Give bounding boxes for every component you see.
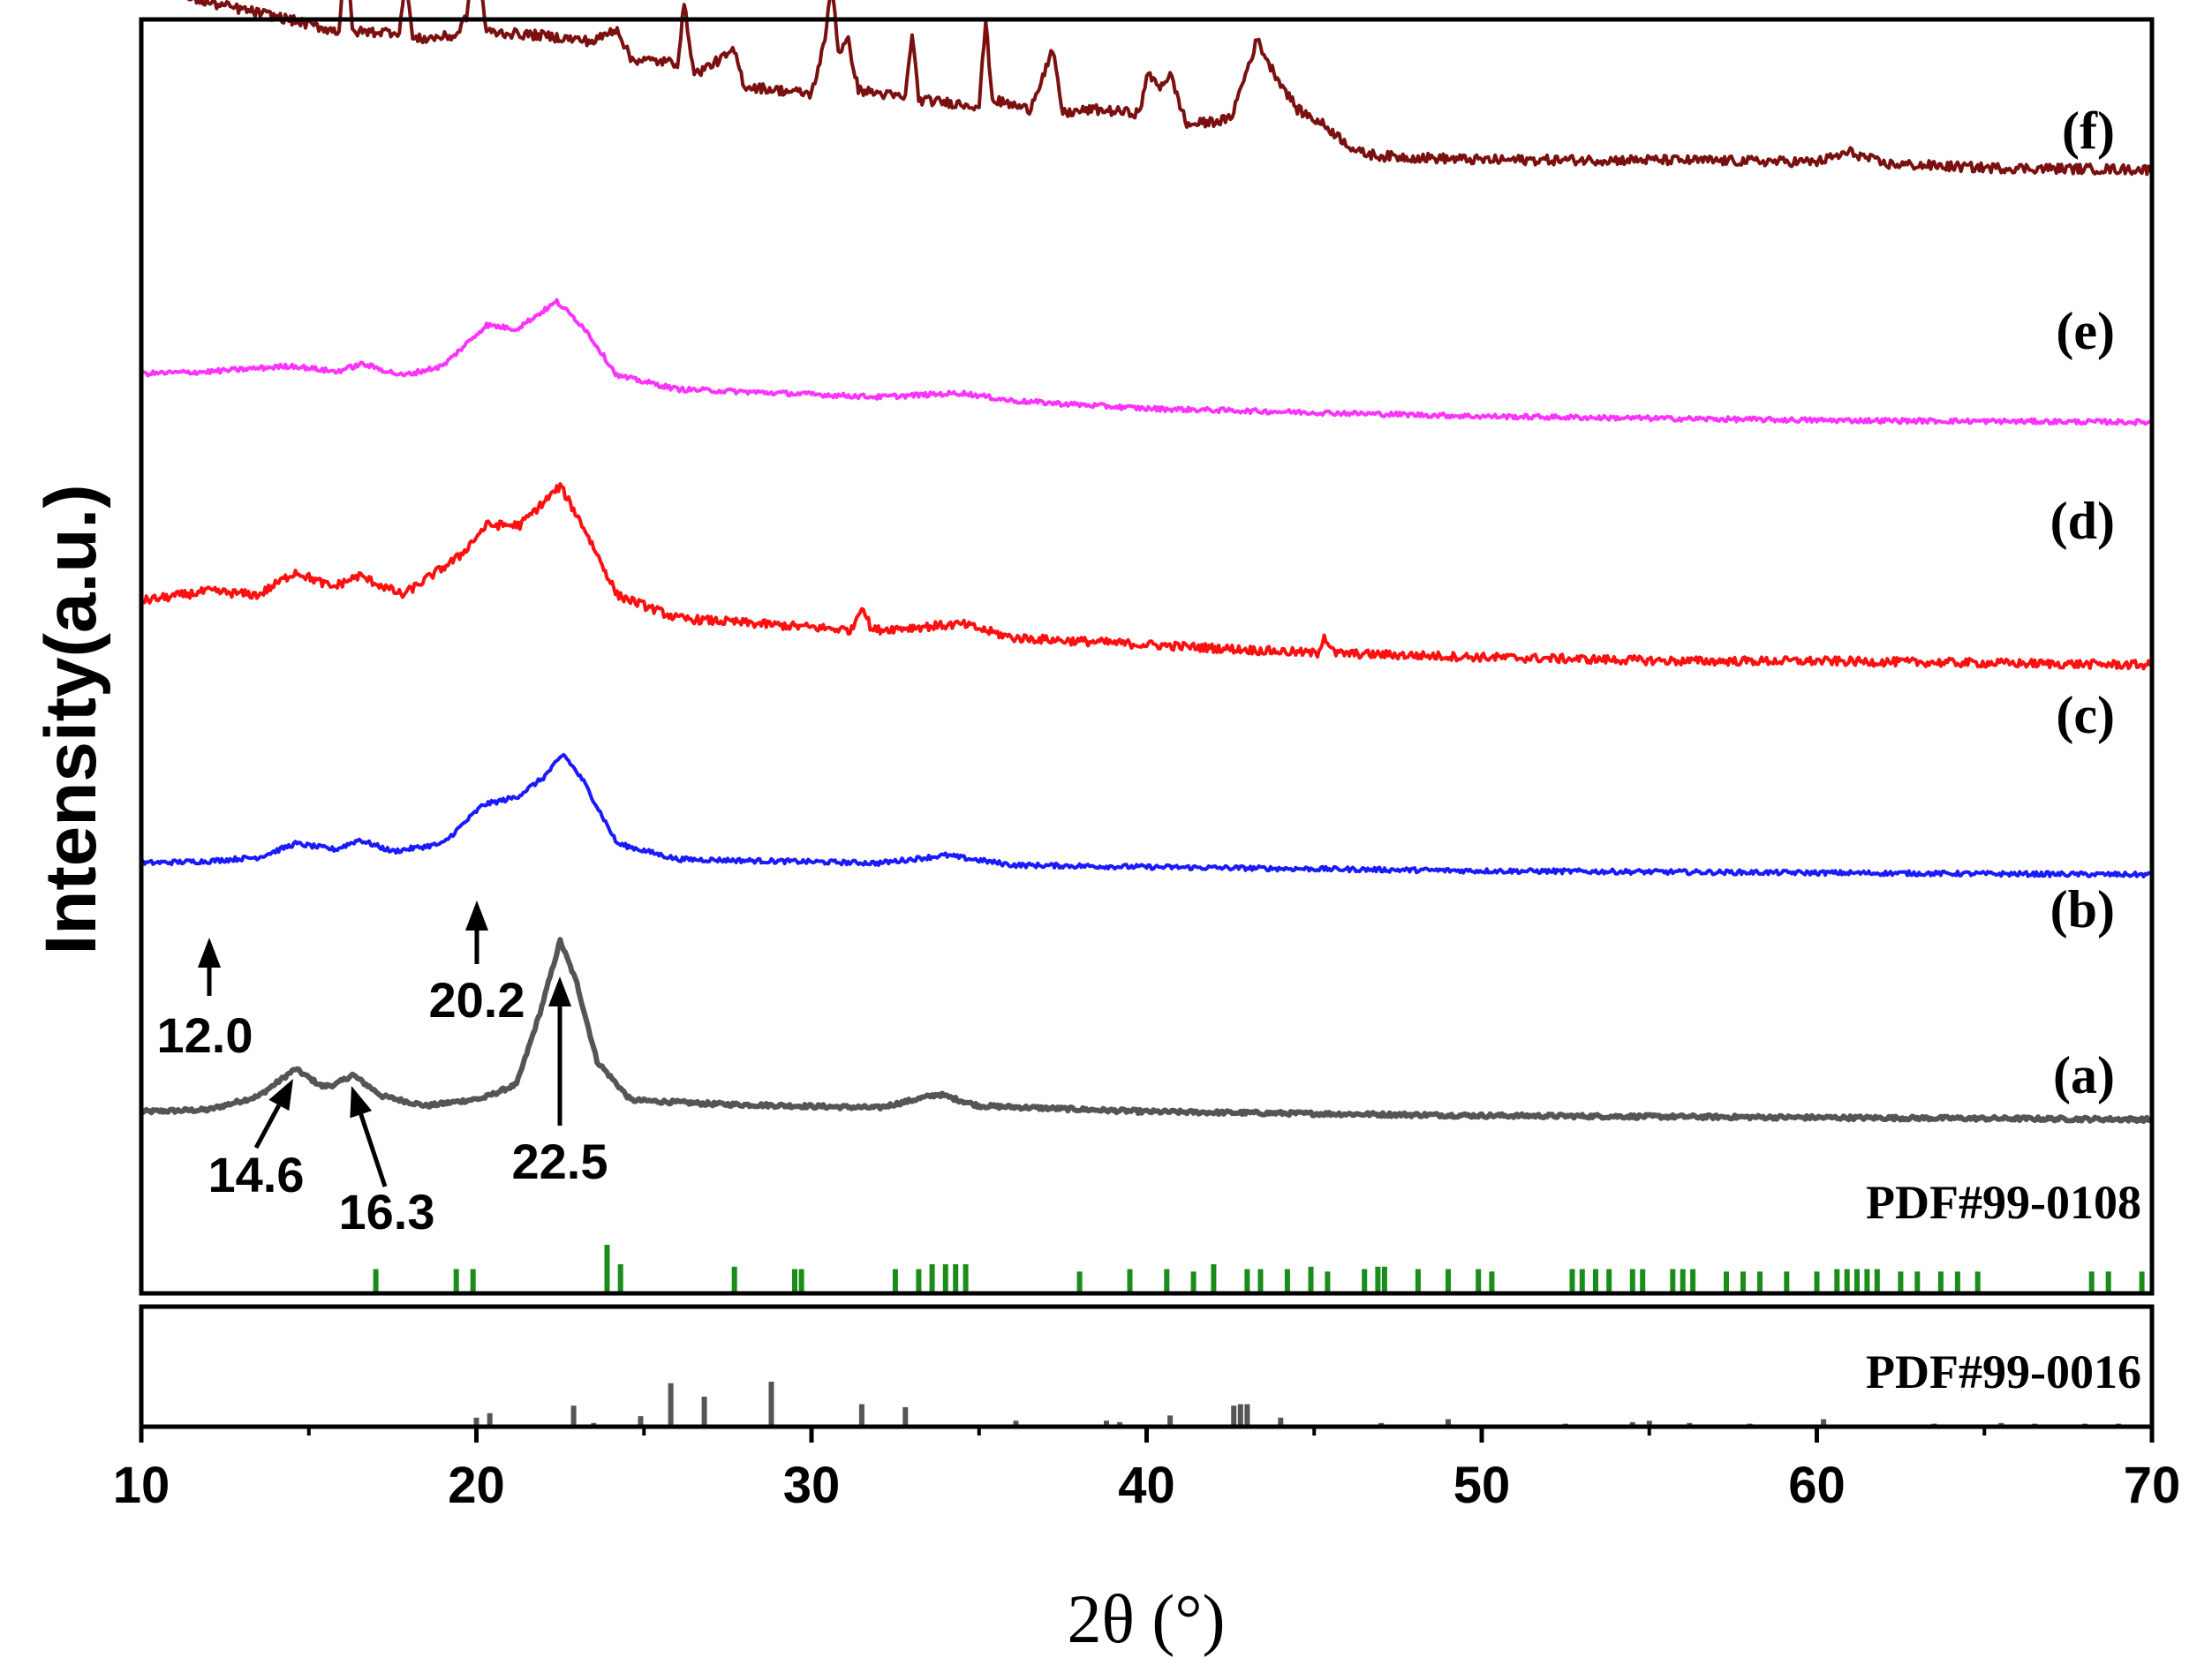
reference-label-pdf-99-0108: PDF#99-0108: [1866, 1176, 2141, 1229]
peak-label-14-6: 14.6: [208, 1147, 305, 1202]
series-label-f: (f): [2062, 102, 2115, 160]
xrd-curve-d: [140, 298, 2154, 426]
x-tick-label: 40: [1118, 1457, 1175, 1514]
arrow-14-6: [253, 1079, 293, 1149]
reference-panel-frame: [139, 1304, 2155, 1429]
series-label-d: (d): [2050, 492, 2115, 550]
x-tick-label: 50: [1453, 1457, 1511, 1514]
x-tick-label: 70: [2124, 1457, 2181, 1514]
series-label-c: (c): [2056, 686, 2115, 744]
main-plot-frame: [139, 17, 2155, 1296]
x-tick-label: 60: [1788, 1457, 1846, 1514]
reference-pattern-layer: [373, 1245, 2145, 1427]
reference-label-pdf-99-0016: PDF#99-0016: [1866, 1345, 2141, 1398]
arrow-20-2: [465, 901, 488, 964]
x-tick-label: 20: [448, 1457, 505, 1514]
peak-label-20-2: 20.2: [429, 972, 525, 1028]
series-label-e: (e): [2056, 302, 2115, 360]
xrd-curve-c: [140, 482, 2153, 671]
peak-label-12-0: 12.0: [157, 1007, 253, 1063]
peak-label-22-5: 22.5: [512, 1134, 608, 1189]
arrow-22-5: [548, 976, 571, 1126]
series-layer: [140, 0, 2154, 1125]
y-axis-title: Intensity(a.u.): [31, 484, 111, 954]
x-tick-label: 30: [783, 1457, 841, 1514]
series-label-b: (b): [2050, 880, 2115, 938]
xrd-curve-b: [140, 752, 2154, 878]
peak-label-16-3: 16.3: [339, 1184, 435, 1240]
series-label-a: (a): [2053, 1046, 2115, 1104]
annotation-arrow-layer: [198, 901, 571, 1187]
xrd-curve-a: [140, 937, 2154, 1125]
x-axis-title: 2θ (°): [1067, 1580, 1225, 1657]
arrow-16-3: [350, 1086, 388, 1187]
x-axis-ticks: [139, 1427, 2155, 1443]
x-tick-label: 10: [113, 1457, 170, 1514]
xrd-curve-e: [186, 0, 2154, 177]
arrow-12-0: [198, 938, 221, 996]
